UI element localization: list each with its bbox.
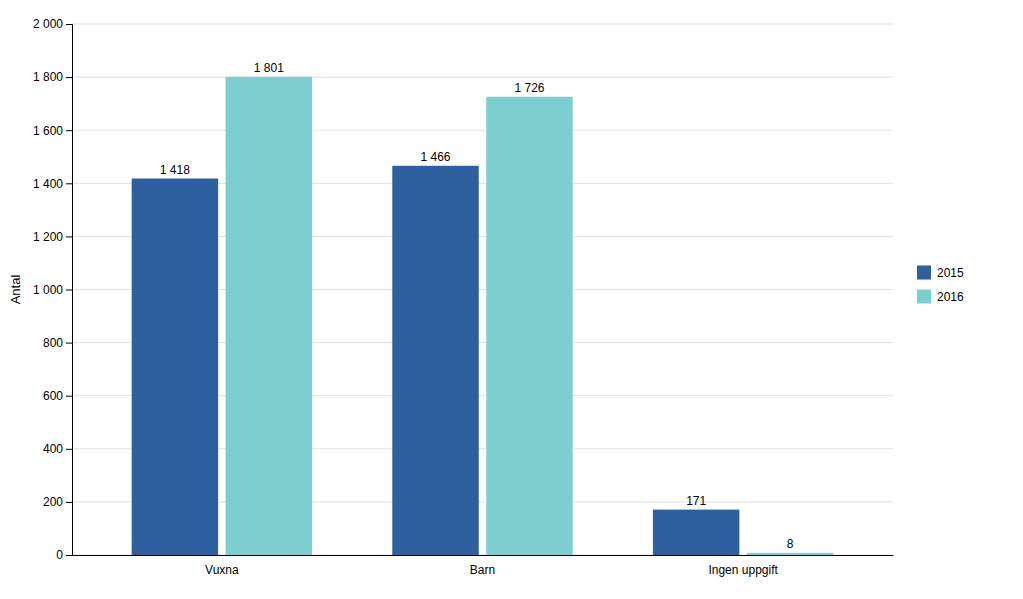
legend-label: 2016 [937, 290, 964, 304]
grid-line [72, 24, 893, 25]
y-tick-label: 600 [43, 389, 63, 403]
data-label: 1 466 [420, 150, 450, 164]
bar [392, 166, 478, 555]
chart: 0 200 400 600 800 1 000 1 200 1 400 1 600 1 800 2 … [0, 0, 1023, 599]
x-tick: Ingen uppgift [708, 563, 778, 577]
x-tick-label: Barn [470, 563, 495, 577]
y-tick-label: 0 [56, 548, 63, 562]
data-label: 171 [686, 494, 706, 508]
y-tick-label: 800 [43, 336, 63, 350]
y-tick-mark [66, 396, 72, 397]
y-tick: 1 000 [33, 283, 72, 297]
x-tick: Vuxna [205, 563, 239, 577]
y-tick: 1 800 [33, 70, 72, 84]
legend-swatch [917, 290, 931, 304]
y-tick: 800 [43, 336, 72, 350]
y-tick-mark [66, 236, 72, 237]
y-tick-label: 400 [43, 442, 63, 456]
y-axis-title: Antal [8, 275, 23, 305]
x-axis-line [73, 555, 894, 556]
bar [653, 510, 739, 555]
x-tick: Barn [470, 563, 495, 577]
y-tick-mark [66, 449, 72, 450]
bar [486, 97, 572, 555]
y-tick-label: 1 600 [33, 124, 63, 138]
y-tick-mark [66, 343, 72, 344]
legend-swatch [917, 266, 931, 280]
y-tick-mark [66, 290, 72, 291]
data-label: 1 801 [254, 61, 284, 75]
bar [747, 553, 833, 555]
y-tick: 0 [56, 548, 72, 562]
bars [132, 77, 834, 555]
plot: 0 200 400 600 800 1 000 1 200 1 400 1 600 1 800 2 … [33, 17, 894, 576]
grid-line [72, 130, 893, 131]
y-tick: 1 200 [33, 230, 72, 244]
bar [132, 179, 218, 555]
data-label: 1 726 [514, 81, 544, 95]
data-labels: 1 418 1 466 171 1 801 1 726 8 [160, 61, 794, 551]
y-tick: 1 600 [33, 124, 72, 138]
x-axis: Vuxna Barn Ingen uppgift [73, 556, 894, 577]
legend-label: 2015 [937, 266, 964, 280]
y-tick-label: 200 [43, 495, 63, 509]
y-tick-label: 1 200 [33, 230, 63, 244]
y-axis: 0 200 400 600 800 1 000 1 200 1 400 1 600 1 800 2 … [33, 17, 73, 562]
x-tick-label: Vuxna [205, 563, 239, 577]
x-tick-label: Ingen uppgift [708, 563, 778, 577]
y-tick: 2 000 [33, 17, 72, 31]
y-tick-label: 1 800 [33, 70, 63, 84]
y-tick-mark [66, 77, 72, 78]
legend-item: 2016 [917, 290, 964, 304]
y-tick-mark [66, 555, 72, 556]
y-tick: 600 [43, 389, 72, 403]
y-tick-label: 1 400 [33, 177, 63, 191]
grid-line [72, 77, 893, 78]
y-tick: 1 400 [33, 177, 72, 191]
y-tick-mark [66, 183, 72, 184]
data-label: 1 418 [160, 163, 190, 177]
y-tick: 400 [43, 442, 72, 456]
y-tick-label: 2 000 [33, 17, 63, 31]
y-tick-mark [66, 502, 72, 503]
y-tick-label: 1 000 [33, 283, 63, 297]
y-tick: 200 [43, 495, 72, 509]
bar [226, 77, 312, 555]
y-tick-mark [66, 24, 72, 25]
y-axis-line [66, 25, 73, 556]
legend-item: 2015 [917, 266, 964, 280]
y-tick-mark [66, 130, 72, 131]
data-label: 8 [787, 537, 794, 551]
grid [72, 24, 893, 555]
legend: 2015 2016 [917, 266, 964, 304]
